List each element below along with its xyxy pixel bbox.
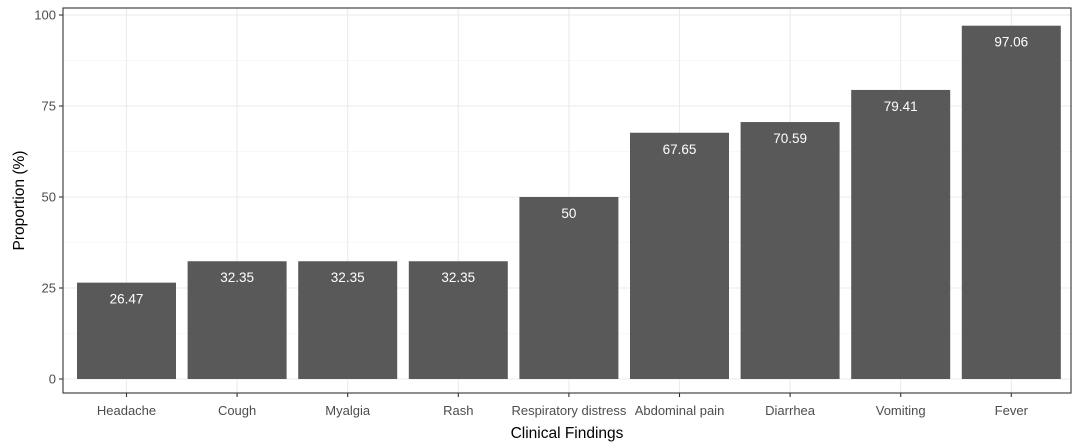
bar-value-label: 32.35 <box>331 270 365 285</box>
y-tick-label: 50 <box>42 190 56 205</box>
bar-value-label: 97.06 <box>994 35 1028 50</box>
bar <box>298 261 398 379</box>
bar-value-label: 79.41 <box>884 99 918 114</box>
bar-value-label: 32.35 <box>441 270 475 285</box>
x-tick-label: Myalgia <box>325 403 371 418</box>
y-tick-label: 25 <box>42 281 56 296</box>
bar-value-label: 50 <box>561 206 576 221</box>
x-tick-label: Abdominal pain <box>635 403 725 418</box>
y-axis: 0 25 50 75 100 <box>34 8 63 387</box>
panel-border <box>62 7 1072 394</box>
x-axis-title: Clinical Findings <box>511 425 624 442</box>
x-tick-label: Headache <box>97 403 156 418</box>
bar-value-label: 67.65 <box>663 142 697 157</box>
bar-value-label: 70.59 <box>773 131 807 146</box>
bar-value-label: 32.35 <box>220 270 254 285</box>
x-tick-label: Fever <box>995 403 1029 418</box>
x-tick-label: Rash <box>443 403 473 418</box>
y-tick-label: 0 <box>49 372 56 387</box>
x-tick-label: Cough <box>218 403 256 418</box>
y-tick-label: 75 <box>42 99 56 114</box>
bar <box>187 261 287 379</box>
x-tick-label: Diarrhea <box>765 403 816 418</box>
bar <box>630 132 729 379</box>
bar <box>77 282 176 379</box>
bar-value-labels: 26.47 32.35 32.35 32.35 50 67.65 70.59 79.41 97.… <box>110 35 1029 307</box>
bar <box>851 89 951 379</box>
x-tick-label: Vomiting <box>876 403 926 418</box>
bar <box>519 197 619 379</box>
bar <box>740 122 840 379</box>
bar <box>408 261 508 379</box>
bar-value-label: 26.47 <box>110 292 144 307</box>
x-axis: Headache Cough Myalgia Rash Respiratory dist… <box>97 393 1029 418</box>
bars <box>77 25 1061 379</box>
y-tick-label: 100 <box>34 8 56 23</box>
bar <box>961 25 1061 379</box>
x-tick-label: Respiratory distress <box>511 403 626 418</box>
y-axis-title: Proportion (%) <box>11 151 28 251</box>
